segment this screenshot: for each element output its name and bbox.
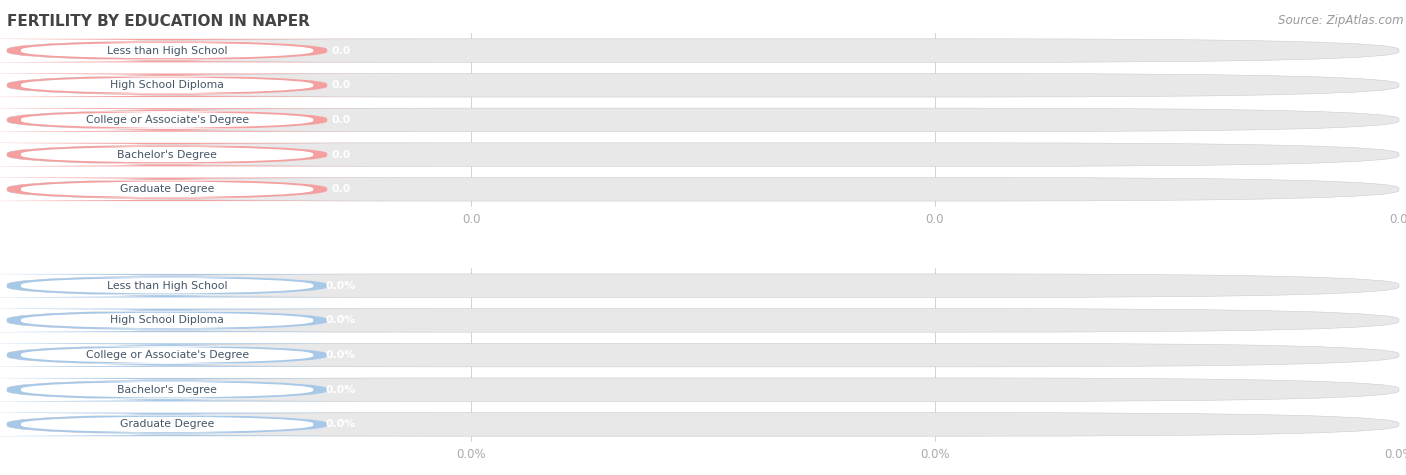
Text: 0.0: 0.0 [332,46,350,56]
Text: 0.0: 0.0 [332,115,350,125]
FancyBboxPatch shape [0,146,344,163]
FancyBboxPatch shape [0,74,433,97]
FancyBboxPatch shape [7,74,1399,97]
FancyBboxPatch shape [7,178,1399,201]
Text: 0.0%: 0.0% [326,419,356,429]
Text: 0.0%: 0.0% [920,448,950,461]
Text: 0.0: 0.0 [925,213,945,226]
FancyBboxPatch shape [0,39,433,62]
FancyBboxPatch shape [0,346,344,364]
Text: 0.0%: 0.0% [326,315,356,325]
FancyBboxPatch shape [0,108,433,132]
FancyBboxPatch shape [7,143,1399,166]
Text: Graduate Degree: Graduate Degree [120,184,214,194]
FancyBboxPatch shape [0,378,433,401]
Text: FERTILITY BY EDUCATION IN NAPER: FERTILITY BY EDUCATION IN NAPER [7,14,309,29]
FancyBboxPatch shape [0,277,344,294]
Text: 0.0%: 0.0% [456,448,486,461]
FancyBboxPatch shape [7,378,1399,401]
FancyBboxPatch shape [0,416,344,433]
FancyBboxPatch shape [0,309,433,332]
FancyBboxPatch shape [0,76,344,94]
Text: Bachelor's Degree: Bachelor's Degree [117,385,217,395]
Text: 0.0: 0.0 [332,184,350,194]
Text: Bachelor's Degree: Bachelor's Degree [117,150,217,160]
FancyBboxPatch shape [0,111,344,129]
FancyBboxPatch shape [0,343,433,367]
FancyBboxPatch shape [0,42,344,59]
FancyBboxPatch shape [7,39,1399,62]
Text: Graduate Degree: Graduate Degree [120,419,214,429]
FancyBboxPatch shape [7,274,1399,297]
Text: Less than High School: Less than High School [107,281,228,291]
FancyBboxPatch shape [0,143,433,166]
Text: College or Associate's Degree: College or Associate's Degree [86,115,249,125]
FancyBboxPatch shape [0,413,433,436]
FancyBboxPatch shape [0,381,344,399]
FancyBboxPatch shape [0,312,344,329]
FancyBboxPatch shape [7,413,1399,436]
Text: 0.0%: 0.0% [326,350,356,360]
Text: 0.0%: 0.0% [1384,448,1406,461]
FancyBboxPatch shape [0,178,433,201]
FancyBboxPatch shape [7,108,1399,132]
Text: High School Diploma: High School Diploma [110,315,224,325]
Text: High School Diploma: High School Diploma [110,80,224,90]
Text: 0.0%: 0.0% [326,281,356,291]
FancyBboxPatch shape [7,343,1399,367]
Text: 0.0: 0.0 [332,150,350,160]
FancyBboxPatch shape [0,180,344,198]
FancyBboxPatch shape [7,309,1399,332]
Text: 0.0: 0.0 [1389,213,1406,226]
Text: 0.0: 0.0 [332,80,350,90]
Text: College or Associate's Degree: College or Associate's Degree [86,350,249,360]
Text: 0.0%: 0.0% [326,385,356,395]
Text: Source: ZipAtlas.com: Source: ZipAtlas.com [1278,14,1403,27]
FancyBboxPatch shape [0,274,433,297]
Text: 0.0: 0.0 [461,213,481,226]
Text: Less than High School: Less than High School [107,46,228,56]
